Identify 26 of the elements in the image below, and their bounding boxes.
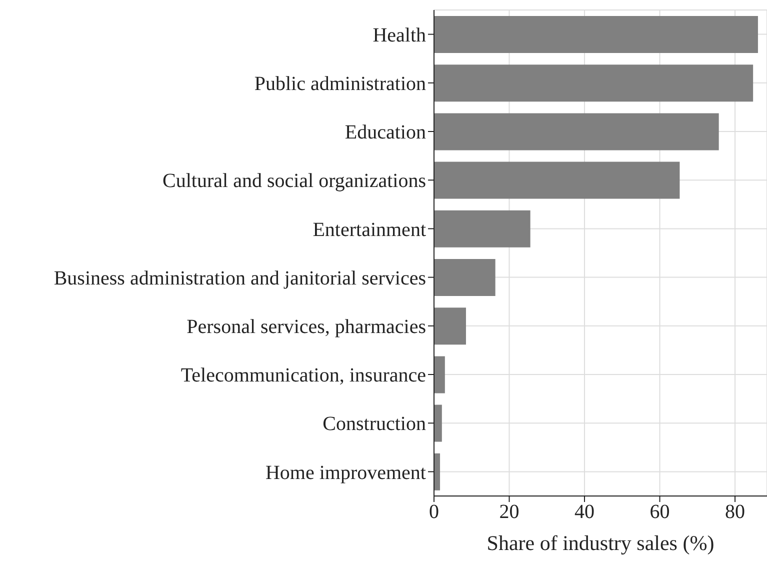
bar xyxy=(434,356,445,394)
bar xyxy=(434,16,758,53)
y-tick-label: Personal services, pharmacies xyxy=(186,316,426,338)
y-tick-label: Public administration xyxy=(254,73,426,95)
bar xyxy=(434,308,466,345)
y-tick-label: Telecommunication, insurance xyxy=(180,364,426,387)
x-axis-title: Share of industry sales (%) xyxy=(486,531,714,555)
y-tick-label: Education xyxy=(344,122,426,144)
y-tick-label: Construction xyxy=(322,413,426,436)
y-tick-label: Cultural and social organizations xyxy=(162,170,426,192)
bar xyxy=(434,113,719,150)
x-tick-label: 80 xyxy=(725,501,746,524)
bar xyxy=(434,64,754,102)
y-tick-label: Business administration and janitorial services xyxy=(54,267,426,290)
bar xyxy=(434,210,530,248)
y-tick-label: Entertainment xyxy=(312,218,426,241)
bar xyxy=(434,162,680,199)
bar xyxy=(434,404,442,442)
x-tick-label: 60 xyxy=(650,501,670,524)
x-tick-label: 20 xyxy=(499,501,520,524)
y-tick-label: Home improvement xyxy=(265,462,426,484)
bar xyxy=(434,259,496,296)
bar xyxy=(434,453,440,490)
x-tick-label: 40 xyxy=(574,501,595,524)
x-tick-label: 0 xyxy=(429,501,439,524)
y-tick-label: Health xyxy=(372,24,426,46)
